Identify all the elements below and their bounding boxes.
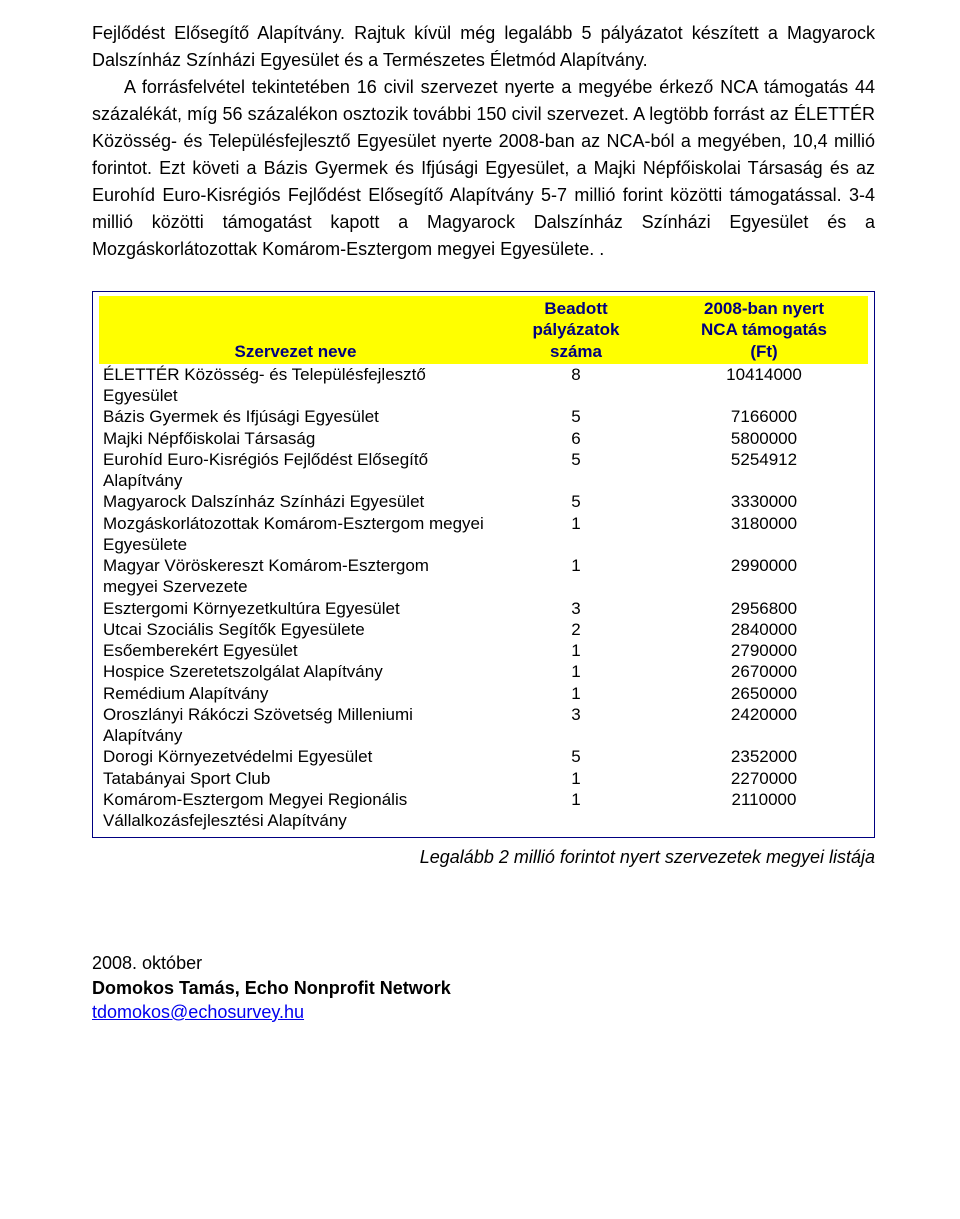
- table-container: Szervezet neve Beadottpályázatokszáma 20…: [92, 291, 875, 838]
- cell-name: Eurohíd Euro-Kisrégiós Fejlődést Elősegí…: [99, 449, 492, 492]
- table-row: Magyarock Dalszínház Színházi Egyesület5…: [99, 491, 868, 512]
- footer-date: 2008. október: [92, 951, 875, 975]
- cell-amount: 2352000: [660, 746, 868, 767]
- funding-table: Szervezet neve Beadottpályázatokszáma 20…: [99, 296, 868, 831]
- cell-name: Mozgáskorlátozottak Komárom-Esztergom me…: [99, 513, 492, 556]
- cell-amount: 2270000: [660, 768, 868, 789]
- cell-count: 5: [492, 746, 660, 767]
- cell-name: Bázis Gyermek és Ifjúsági Egyesület: [99, 406, 492, 427]
- body-paragraph: Fejlődést Elősegítő Alapítvány. Rajtuk k…: [92, 20, 875, 263]
- footer-block: 2008. október Domokos Tamás, Echo Nonpro…: [92, 951, 875, 1024]
- cell-count: 8: [492, 364, 660, 407]
- cell-count: 6: [492, 428, 660, 449]
- cell-amount: 2420000: [660, 704, 868, 747]
- cell-count: 1: [492, 513, 660, 556]
- cell-count: 1: [492, 789, 660, 832]
- document-page: Fejlődést Elősegítő Alapítvány. Rajtuk k…: [0, 0, 960, 1064]
- cell-name: Hospice Szeretetszolgálat Alapítvány: [99, 661, 492, 682]
- cell-count: 1: [492, 768, 660, 789]
- cell-amount: 5800000: [660, 428, 868, 449]
- cell-count: 1: [492, 661, 660, 682]
- cell-amount: 2790000: [660, 640, 868, 661]
- cell-amount: 2670000: [660, 661, 868, 682]
- cell-count: 1: [492, 683, 660, 704]
- col-header-amount: 2008-ban nyertNCA támogatás(Ft): [660, 296, 868, 364]
- cell-amount: 2110000: [660, 789, 868, 832]
- cell-name: Oroszlányi Rákóczi Szövetség Milleniumi …: [99, 704, 492, 747]
- cell-amount: 7166000: [660, 406, 868, 427]
- footer-email-link[interactable]: tdomokos@echosurvey.hu: [92, 1002, 304, 1022]
- table-row: Tatabányai Sport Club12270000: [99, 768, 868, 789]
- cell-name: Magyar Vöröskereszt Komárom-Esztergom me…: [99, 555, 492, 598]
- col-header-count: Beadottpályázatokszáma: [492, 296, 660, 364]
- table-row: Remédium Alapítvány12650000: [99, 683, 868, 704]
- table-row: Eurohíd Euro-Kisrégiós Fejlődést Elősegí…: [99, 449, 868, 492]
- cell-count: 3: [492, 704, 660, 747]
- cell-name: Utcai Szociális Segítők Egyesülete: [99, 619, 492, 640]
- table-row: Utcai Szociális Segítők Egyesülete228400…: [99, 619, 868, 640]
- cell-count: 5: [492, 406, 660, 427]
- cell-count: 5: [492, 449, 660, 492]
- cell-count: 1: [492, 555, 660, 598]
- cell-name: Esőemberekért Egyesület: [99, 640, 492, 661]
- footer-author: Domokos Tamás, Echo Nonprofit Network: [92, 976, 875, 1000]
- table-header-row: Szervezet neve Beadottpályázatokszáma 20…: [99, 296, 868, 364]
- table-row: Komárom-Esztergom Megyei Regionális Váll…: [99, 789, 868, 832]
- table-row: Majki Népfőiskolai Társaság65800000: [99, 428, 868, 449]
- table-row: Esőemberekért Egyesület12790000: [99, 640, 868, 661]
- cell-count: 3: [492, 598, 660, 619]
- cell-amount: 3180000: [660, 513, 868, 556]
- table-row: ÉLETTÉR Közösség- és Településfejlesztő …: [99, 364, 868, 407]
- table-row: Magyar Vöröskereszt Komárom-Esztergom me…: [99, 555, 868, 598]
- cell-amount: 10414000: [660, 364, 868, 407]
- table-row: Bázis Gyermek és Ifjúsági Egyesület57166…: [99, 406, 868, 427]
- cell-name: Remédium Alapítvány: [99, 683, 492, 704]
- cell-count: 1: [492, 640, 660, 661]
- table-row: Esztergomi Környezetkultúra Egyesület329…: [99, 598, 868, 619]
- cell-name: ÉLETTÉR Közösség- és Településfejlesztő …: [99, 364, 492, 407]
- cell-amount: 5254912: [660, 449, 868, 492]
- cell-name: Magyarock Dalszínház Színházi Egyesület: [99, 491, 492, 512]
- cell-amount: 2650000: [660, 683, 868, 704]
- cell-name: Majki Népfőiskolai Társaság: [99, 428, 492, 449]
- table-row: Oroszlányi Rákóczi Szövetség Milleniumi …: [99, 704, 868, 747]
- cell-amount: 2956800: [660, 598, 868, 619]
- cell-name: Esztergomi Környezetkultúra Egyesület: [99, 598, 492, 619]
- cell-count: 2: [492, 619, 660, 640]
- table-caption: Legalább 2 millió forintot nyert szervez…: [92, 844, 875, 871]
- cell-name: Tatabányai Sport Club: [99, 768, 492, 789]
- table-row: Mozgáskorlátozottak Komárom-Esztergom me…: [99, 513, 868, 556]
- cell-name: Komárom-Esztergom Megyei Regionális Váll…: [99, 789, 492, 832]
- cell-amount: 2840000: [660, 619, 868, 640]
- paragraph-text: Fejlődést Elősegítő Alapítvány. Rajtuk k…: [92, 23, 875, 263]
- body-paragraph-2: A forrásfelvétel tekintetében 16 civil s…: [92, 74, 875, 263]
- col-header-name: Szervezet neve: [99, 296, 492, 364]
- cell-amount: 3330000: [660, 491, 868, 512]
- table-row: Hospice Szeretetszolgálat Alapítvány1267…: [99, 661, 868, 682]
- cell-amount: 2990000: [660, 555, 868, 598]
- cell-count: 5: [492, 491, 660, 512]
- cell-name: Dorogi Környezetvédelmi Egyesület: [99, 746, 492, 767]
- table-row: Dorogi Környezetvédelmi Egyesület5235200…: [99, 746, 868, 767]
